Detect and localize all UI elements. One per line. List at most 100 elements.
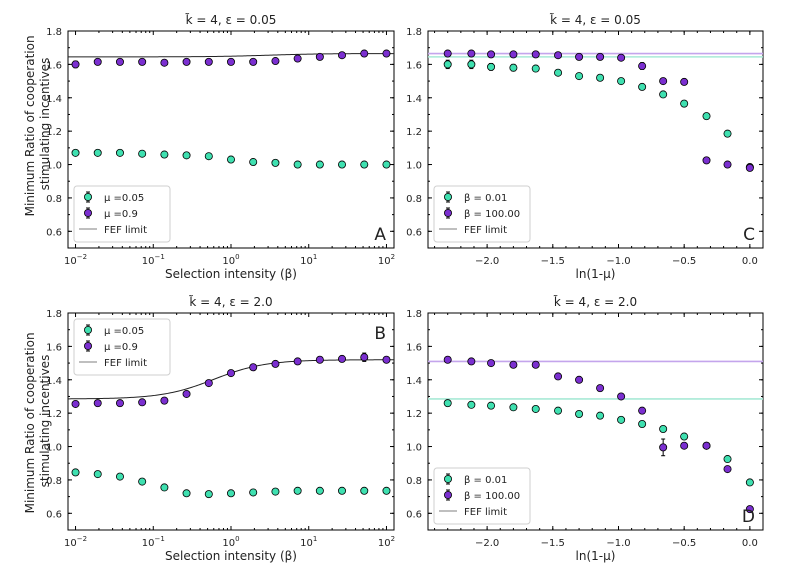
panel-a-xlabel: Selection intensity (β) bbox=[165, 267, 297, 281]
panel-c-xtick-label: −1.5 bbox=[541, 256, 565, 267]
panel-d-point-series0 bbox=[745, 478, 754, 487]
panel-b-point-series1 bbox=[204, 379, 213, 388]
panel-a-xtick-label: 102 bbox=[378, 253, 395, 267]
panel-d-legend-entry: β = 100.00 bbox=[464, 491, 520, 502]
panel-a-point-series0 bbox=[71, 148, 80, 157]
panel-c-point-series0 bbox=[531, 64, 540, 73]
panel-c-point-series1 bbox=[554, 51, 563, 60]
panel-d-title: k̃ = 4, ε = 2.0 bbox=[554, 295, 638, 309]
panel-d-ytick-label: 1.8 bbox=[406, 309, 422, 320]
panel-c-xlabel: ln(1-μ) bbox=[576, 267, 616, 281]
panel-a-point-series1 bbox=[226, 57, 235, 66]
panel-c: k̃ = 4, ε = 0.05 0.6 0.8 1.0 1.2 1.4 1.6 1.8 −2.… bbox=[406, 13, 764, 281]
panel-c-legend-marker bbox=[443, 208, 452, 217]
panel-b-ytick-label: 1.0 bbox=[46, 443, 62, 454]
panel-a-legend-marker bbox=[84, 208, 93, 217]
panel-a-legend-frame bbox=[73, 185, 171, 243]
panel-b-legend: μ =0.05 μ =0.9 FEF limit bbox=[73, 318, 171, 376]
panel-d-point-series1 bbox=[638, 406, 647, 415]
panel-d-point-series0 bbox=[443, 399, 452, 408]
panel-c-xtick-label: 0.0 bbox=[742, 256, 758, 267]
shared-ylabel-line1: Minimum Ratio of cooperation bbox=[23, 35, 37, 216]
panel-d-point-series1 bbox=[659, 443, 668, 452]
panel-b-legend-frame bbox=[73, 318, 171, 376]
panel-c-ytick-label: 1.8 bbox=[406, 27, 422, 38]
panel-c-point-series1 bbox=[443, 49, 452, 58]
panel-b-xtick-label: 10−2 bbox=[64, 535, 87, 549]
panel-d-ytick-label: 1.2 bbox=[406, 409, 422, 420]
panel-d-point-series0 bbox=[531, 404, 540, 413]
panel-b-point-series0 bbox=[226, 489, 235, 498]
panel-b-point-series1 bbox=[226, 369, 235, 378]
panel-c-legend-frame bbox=[433, 185, 531, 243]
panel-b-point-series1 bbox=[293, 357, 302, 366]
panel-a-point-series0 bbox=[115, 148, 124, 157]
panel-b-point-series0 bbox=[293, 486, 302, 495]
panel-b-xtick-exp: 0 bbox=[235, 535, 239, 543]
panel-d-point-series1 bbox=[745, 505, 754, 514]
panel-d-axes-frame bbox=[427, 312, 764, 531]
panel-a-xtick-label: 101 bbox=[300, 253, 317, 267]
panel-c-point-series1 bbox=[702, 156, 711, 165]
panel-a-xtick-base: 10 bbox=[300, 256, 313, 267]
panel-d-point-series0 bbox=[509, 403, 518, 412]
panel-d: k̃ = 4, ε = 2.0 0.6 0.8 1.0 1.2 1.4 1.6 1.8 −2.0… bbox=[406, 295, 764, 563]
panel-d-xtick-label: −2.0 bbox=[475, 538, 499, 549]
panel-c-ytick-label: 0.6 bbox=[406, 227, 422, 238]
panel-b-xtick-exp: −2 bbox=[77, 535, 87, 543]
panel-b-point-series0 bbox=[115, 472, 124, 481]
panel-a-xtick-exp: 0 bbox=[235, 253, 239, 261]
panel-c-point-series0 bbox=[467, 60, 476, 69]
panel-b-xtick-exp: 1 bbox=[313, 535, 317, 543]
panel-b-point-series1 bbox=[138, 398, 147, 407]
panel-b-point-series1 bbox=[71, 399, 80, 408]
panel-c-point-series0 bbox=[680, 99, 689, 108]
panel-b-point-series0 bbox=[338, 486, 347, 495]
panel-b-ytick-label: 0.6 bbox=[46, 509, 62, 520]
panel-d-xtick-label: −0.5 bbox=[672, 538, 696, 549]
panel-b-point-series0 bbox=[138, 477, 147, 486]
panel-a-point-series0 bbox=[293, 160, 302, 169]
panel-a-point-series1 bbox=[138, 57, 147, 66]
panel-d-point-series0 bbox=[638, 420, 647, 429]
panel-c-point-series0 bbox=[659, 90, 668, 99]
panel-a-point-series1 bbox=[115, 57, 124, 66]
panel-b-ytick-label: 1.4 bbox=[46, 376, 62, 387]
panel-c-point-series0 bbox=[575, 72, 584, 81]
panel-b-xtick-label: 102 bbox=[378, 535, 395, 549]
panel-a-point-series0 bbox=[93, 148, 102, 157]
panel-a-xtick-base: 10 bbox=[64, 256, 77, 267]
panel-c-point-series0 bbox=[723, 129, 732, 138]
panel-b-point-series1 bbox=[160, 396, 169, 405]
panel-b-point-series1 bbox=[315, 355, 324, 364]
panel-d-legend-marker bbox=[443, 490, 452, 499]
panel-a-xtick-exp: 1 bbox=[313, 253, 317, 261]
panel-b-point-series1 bbox=[182, 389, 191, 398]
panel-c-point-series1 bbox=[531, 50, 540, 59]
panel-b-point-series0 bbox=[182, 489, 191, 498]
panel-a-legend-marker bbox=[84, 192, 93, 201]
panel-c-point-series0 bbox=[638, 82, 647, 91]
panel-a-legend-entry: FEF limit bbox=[104, 225, 147, 236]
panel-a-point-series0 bbox=[138, 149, 147, 158]
panel-d-point-series0 bbox=[554, 406, 563, 415]
panel-c-axes-frame bbox=[427, 30, 764, 249]
panel-c-point-series0 bbox=[702, 112, 711, 121]
panel-c-point-series1 bbox=[617, 53, 626, 62]
panel-b-legend-entry: FEF limit bbox=[104, 358, 147, 369]
panel-b-point-series0 bbox=[382, 486, 391, 495]
panel-a-xtick-exp: −2 bbox=[77, 253, 87, 261]
panel-a-point-series1 bbox=[271, 57, 280, 66]
panel-c-point-series0 bbox=[509, 63, 518, 72]
panel-b-legend-marker bbox=[84, 341, 93, 350]
panel-b-point-series0 bbox=[204, 490, 213, 499]
panel-d-point-series1 bbox=[596, 384, 605, 393]
panel-d-label: D bbox=[742, 507, 755, 527]
panel-b-point-series1 bbox=[271, 359, 280, 368]
panel-a-point-series1 bbox=[182, 57, 191, 66]
panel-c-point-series1 bbox=[575, 52, 584, 61]
panel-c-point-series0 bbox=[596, 73, 605, 82]
panel-a-point-series0 bbox=[271, 158, 280, 167]
panel-d-xtick-label: −1.5 bbox=[541, 538, 565, 549]
